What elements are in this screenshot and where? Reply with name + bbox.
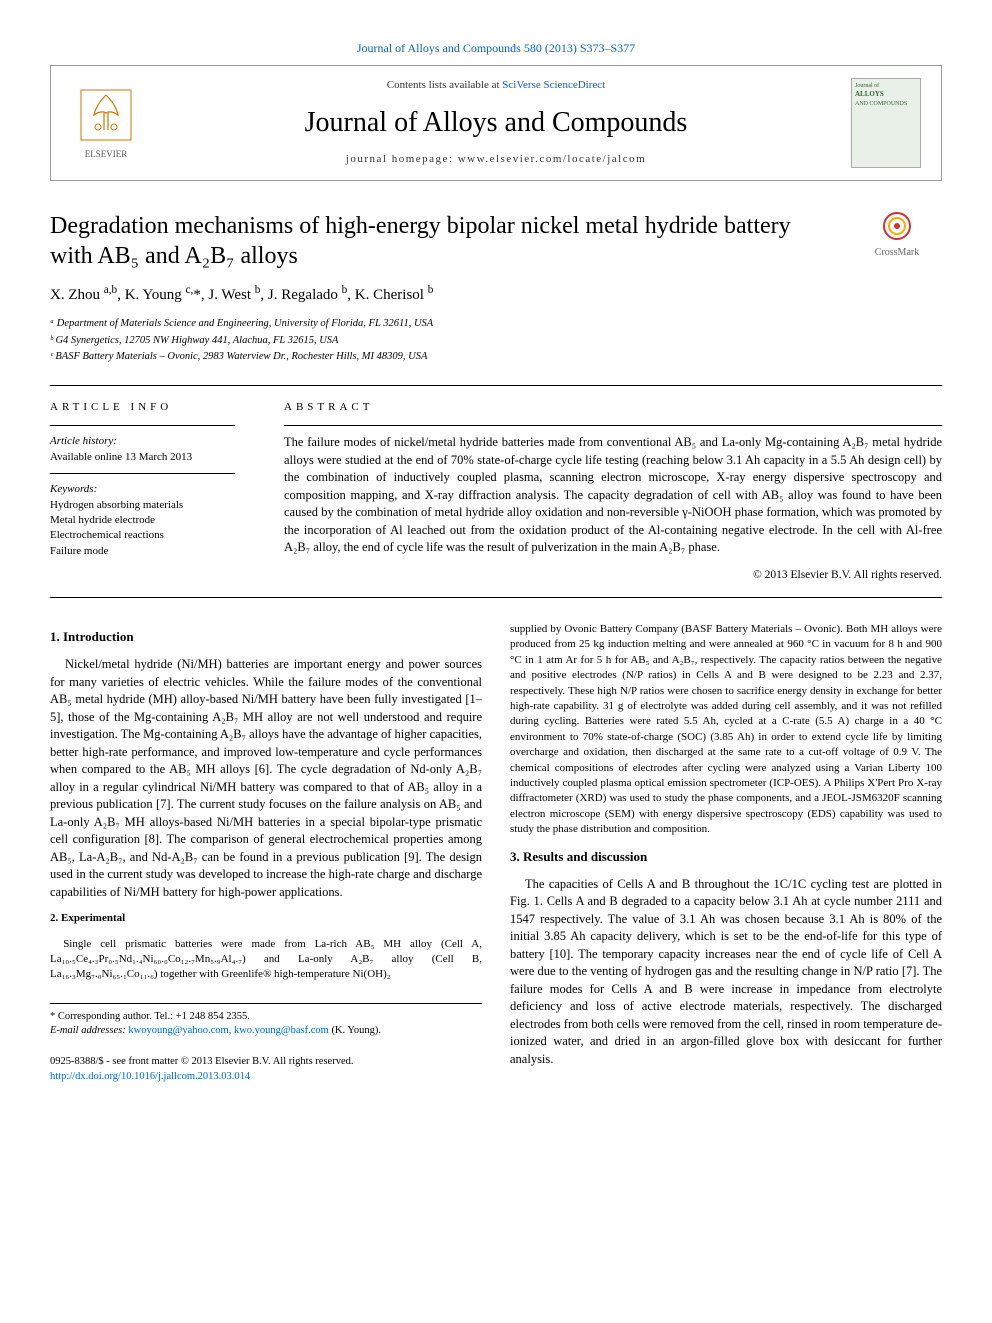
section-heading-results: 3. Results and discussion — [510, 848, 942, 866]
experimental-paragraph-2: supplied by Ovonic Battery Company (BASF… — [510, 622, 942, 837]
journal-cover-thumbnail[interactable]: Journal of ALLOYS AND COMPOUNDS — [851, 78, 921, 168]
abstract-copyright: © 2013 Elsevier B.V. All rights reserved… — [284, 567, 942, 583]
experimental-paragraph-1: Single cell prismatic batteries were mad… — [50, 937, 482, 983]
authors-list: X. Zhou a,b, K. Young c,*, J. West b, J.… — [50, 283, 942, 306]
article-history-value: Available online 13 March 2013 — [50, 450, 256, 465]
abstract-text: The failure modes of nickel/metal hydrid… — [284, 434, 942, 557]
intro-paragraph: Nickel/metal hydride (Ni/MH) batteries a… — [50, 656, 482, 901]
front-matter-line: 0925-8388/$ - see front matter © 2013 El… — [50, 1055, 482, 1070]
corresponding-author-footer: * Corresponding author. Tel.: +1 248 854… — [50, 1003, 482, 1085]
corresponding-email-link[interactable]: kwoyoung@yahoo.com, kwo.young@basf.com — [128, 1025, 328, 1036]
keywords-label: Keywords: — [50, 482, 256, 497]
abstract-panel: abstract The failure modes of nickel/met… — [270, 386, 942, 597]
keyword: Electrochemical reactions — [50, 528, 256, 543]
keyword: Metal hydride electrode — [50, 513, 256, 528]
sciencedirect-link[interactable]: SciVerse ScienceDirect — [502, 79, 605, 91]
homepage-prefix: journal homepage: — [346, 153, 458, 165]
article-body: 1. Introduction Nickel/metal hydride (Ni… — [50, 622, 942, 1085]
section-heading-experimental: 2. Experimental — [50, 911, 482, 926]
abstract-heading: abstract — [284, 400, 942, 415]
article-info-heading: article info — [50, 400, 256, 415]
crossmark-badge[interactable]: CrossMark — [852, 211, 942, 260]
cover-line-2: ALLOYS — [855, 90, 917, 100]
cover-line-3: AND COMPOUNDS — [855, 100, 917, 108]
elsevier-tree-icon — [76, 85, 136, 145]
publisher-name: ELSEVIER — [71, 148, 141, 161]
affiliation-c: ᶜ BASF Battery Materials – Ovonic, 2983 … — [50, 349, 942, 365]
journal-name: Journal of Alloys and Compounds — [141, 103, 851, 142]
crossmark-icon — [882, 211, 912, 241]
journal-homepage: journal homepage: www.elsevier.com/locat… — [141, 152, 851, 167]
email-suffix: (K. Young). — [329, 1025, 381, 1036]
article-history-label: Article history: — [50, 434, 256, 449]
article-info-panel: article info Article history: Available … — [50, 386, 270, 597]
article-title: Degradation mechanisms of high-energy bi… — [50, 211, 832, 271]
cover-line-1: Journal of — [855, 82, 917, 90]
homepage-url[interactable]: www.elsevier.com/locate/jalcom — [458, 153, 646, 165]
contents-prefix: Contents lists available at — [387, 79, 502, 91]
journal-citation[interactable]: Journal of Alloys and Compounds 580 (201… — [50, 40, 942, 57]
keyword: Failure mode — [50, 544, 256, 559]
email-label: E-mail addresses: — [50, 1025, 128, 1036]
contents-list-line: Contents lists available at SciVerse Sci… — [141, 78, 851, 93]
journal-header: ELSEVIER Contents lists available at Sci… — [50, 65, 942, 181]
publisher-logo[interactable]: ELSEVIER — [71, 85, 141, 161]
affiliation-a: ᵃ Department of Materials Science and En… — [50, 316, 942, 332]
crossmark-label: CrossMark — [852, 246, 942, 260]
corresponding-tel: * Corresponding author. Tel.: +1 248 854… — [50, 1010, 482, 1025]
affiliation-b: ᵇ G4 Synergetics, 12705 NW Highway 441, … — [50, 333, 942, 349]
results-paragraph: The capacities of Cells A and B througho… — [510, 876, 942, 1069]
affiliations: ᵃ Department of Materials Science and En… — [50, 316, 942, 365]
keyword: Hydrogen absorbing materials — [50, 498, 256, 513]
section-heading-intro: 1. Introduction — [50, 628, 482, 646]
doi-link[interactable]: http://dx.doi.org/10.1016/j.jallcom.2013… — [50, 1071, 250, 1082]
